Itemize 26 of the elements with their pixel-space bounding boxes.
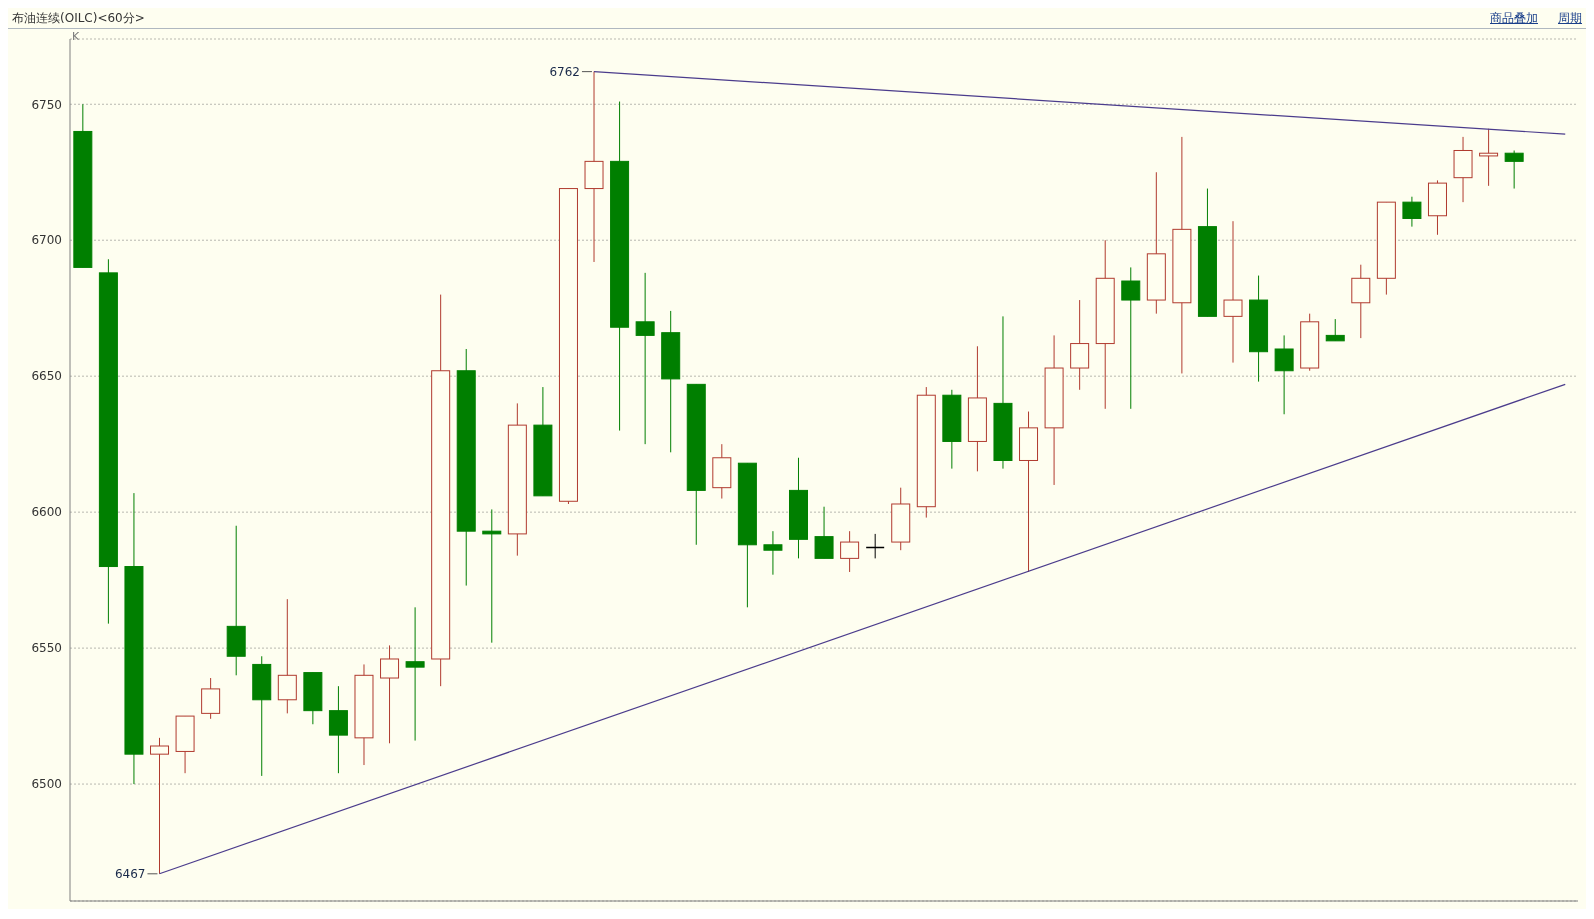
chart-title: 布油连续(OILC)<60分> xyxy=(12,9,145,27)
candlestick xyxy=(482,508,502,644)
text: 周期 xyxy=(1558,10,1582,25)
candlestick xyxy=(1223,220,1243,364)
candlestick xyxy=(380,644,400,744)
candlestick xyxy=(635,272,655,445)
candlestick xyxy=(1504,149,1524,190)
y-tick-label: 6700 xyxy=(31,233,62,248)
y-tick-label: 6500 xyxy=(31,777,62,792)
annotation: K xyxy=(72,30,80,43)
candlestick xyxy=(1274,334,1294,415)
text: 商品叠加 xyxy=(1490,10,1538,25)
candlestick xyxy=(1325,318,1345,342)
y-tick-label: 6600 xyxy=(31,505,62,520)
candlestick xyxy=(405,606,425,742)
y-tick-label: 6650 xyxy=(31,369,62,384)
annotation: 6467 xyxy=(114,866,146,881)
candlestick xyxy=(763,530,783,576)
annotation: 6762 xyxy=(549,64,580,79)
candlestick xyxy=(1479,128,1499,187)
candlestick xyxy=(814,506,834,559)
candlestick xyxy=(840,530,860,573)
y-tick-label: 6550 xyxy=(31,641,62,656)
y-tick-label: 6750 xyxy=(31,97,62,112)
candlestick xyxy=(1121,266,1141,410)
candlestick xyxy=(1402,196,1422,228)
